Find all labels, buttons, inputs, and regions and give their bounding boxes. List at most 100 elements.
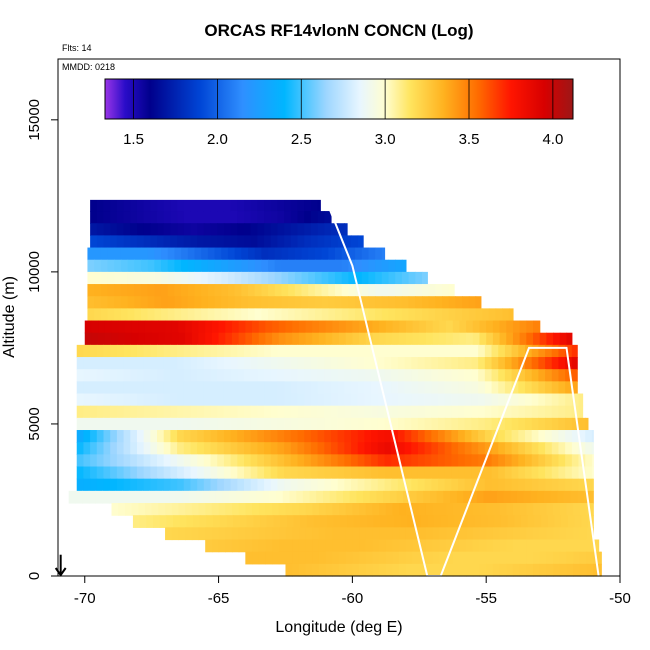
heatmap-cell — [364, 442, 372, 455]
heatmap-cell — [310, 393, 319, 407]
heatmap-cell — [491, 454, 499, 468]
heatmap-cell — [140, 259, 149, 273]
heatmap-cell — [444, 466, 452, 480]
heatmap-cell — [478, 466, 486, 480]
heatmap-cell — [147, 284, 155, 297]
heatmap-cell — [292, 320, 300, 334]
heatmap-cell — [574, 515, 582, 528]
heatmap-cell — [294, 271, 303, 285]
heatmap-cell — [377, 369, 386, 382]
heatmap-cell — [96, 369, 105, 382]
heatmap-cell — [297, 466, 305, 480]
heatmap-cell — [194, 284, 202, 297]
heatmap-cell — [486, 527, 494, 541]
heatmap-cell — [214, 247, 222, 261]
heatmap-cell — [264, 405, 272, 419]
heatmap-cell — [424, 454, 432, 468]
heatmap-cell — [110, 442, 118, 455]
heatmap-cell — [120, 296, 129, 309]
heatmap-cell — [464, 393, 473, 407]
heatmap-cell — [553, 551, 561, 565]
heatmap-cell — [526, 320, 534, 334]
heatmap-cell — [130, 430, 138, 443]
heatmap-cell — [116, 393, 125, 407]
heatmap-cell — [339, 527, 347, 541]
heatmap-cell — [357, 393, 366, 407]
heatmap-cell — [353, 515, 362, 528]
heatmap-cell — [385, 320, 394, 334]
heatmap-cell — [558, 381, 566, 395]
heatmap-cell — [525, 357, 533, 370]
heatmap-cell — [571, 442, 580, 455]
heatmap-cell — [203, 417, 212, 431]
heatmap-cell — [377, 357, 386, 370]
heatmap-cell — [136, 430, 145, 443]
heatmap-cell — [518, 369, 526, 382]
start-arrow-head — [54, 567, 67, 577]
heatmap-cell — [397, 417, 406, 431]
heatmap-cell — [439, 539, 447, 553]
heatmap-cell — [264, 344, 272, 358]
heatmap-cell — [123, 198, 131, 212]
heatmap-cell — [203, 393, 212, 407]
heatmap-cell — [479, 332, 487, 346]
heatmap-cell — [397, 381, 406, 395]
heatmap-cell — [421, 284, 430, 297]
heatmap-cell — [421, 271, 428, 285]
heatmap-cell — [115, 490, 123, 504]
heatmap-cell — [223, 344, 232, 358]
heatmap-cell — [440, 515, 448, 528]
heatmap-cell — [297, 357, 305, 370]
heatmap-cell — [110, 235, 118, 249]
heatmap-cell — [317, 393, 325, 407]
heatmap-cell — [391, 369, 399, 382]
heatmap-cell — [344, 442, 352, 455]
heatmap-cell — [417, 357, 426, 370]
heatmap-cell — [312, 563, 320, 577]
heatmap-cell — [416, 490, 424, 504]
heatmap-cell — [573, 539, 581, 553]
heatmap-cell — [195, 490, 204, 504]
heatmap-cell — [217, 478, 225, 492]
heatmap-cell — [519, 527, 527, 541]
heatmap-cell — [351, 478, 359, 492]
heatmap-cell — [452, 503, 461, 516]
heatmap-cell — [293, 515, 301, 528]
heatmap-cell — [214, 284, 222, 297]
heatmap-cell — [210, 344, 218, 358]
heatmap-cell — [455, 308, 463, 322]
heatmap-cell — [330, 369, 339, 382]
heatmap-cell — [298, 539, 307, 553]
heatmap-cell — [190, 417, 198, 431]
heatmap-cell — [554, 515, 562, 528]
heatmap-cell — [272, 551, 280, 565]
heatmap-cell — [459, 563, 467, 577]
heatmap-cell — [178, 332, 186, 346]
heatmap-cell — [157, 198, 165, 212]
heatmap-cell — [250, 430, 258, 443]
heatmap-cell — [396, 490, 404, 504]
heatmap-cell — [459, 551, 467, 565]
heatmap-cell — [438, 393, 446, 407]
heatmap-cell — [539, 527, 547, 541]
heatmap-cell — [310, 430, 319, 443]
heatmap-cell — [123, 478, 131, 492]
heatmap-cell — [591, 466, 594, 480]
heatmap-cell — [397, 454, 406, 468]
heatmap-cell — [333, 515, 341, 528]
heatmap-cell — [543, 490, 552, 504]
heatmap-cell — [230, 405, 238, 419]
heatmap-cell — [340, 515, 348, 528]
heatmap-cell — [177, 442, 185, 455]
heatmap-cell — [341, 284, 349, 297]
heatmap-cell — [531, 369, 539, 382]
heatmap-cell — [217, 466, 225, 480]
heatmap-cell — [76, 442, 85, 455]
heatmap-cell — [197, 235, 205, 249]
heatmap-cell — [330, 393, 339, 407]
heatmap-cell — [352, 551, 360, 565]
heatmap-cell — [210, 417, 218, 431]
heatmap-cell — [368, 284, 376, 297]
heatmap-cell — [107, 284, 115, 297]
heatmap-cell — [512, 527, 521, 541]
